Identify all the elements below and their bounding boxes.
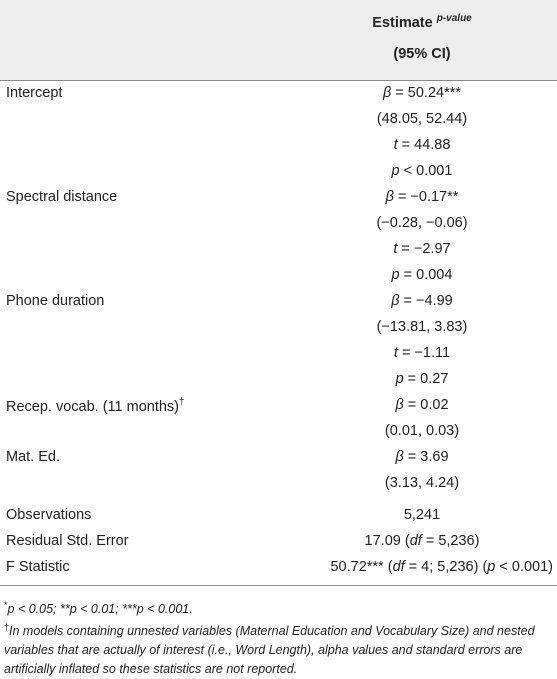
cell-value: p < 0.001 bbox=[391, 163, 453, 179]
row-label-f-statistic: F Statistic bbox=[6, 559, 70, 575]
cell-value: β = −0.17** bbox=[385, 189, 459, 205]
cell-value: β = 3.69 bbox=[395, 449, 449, 465]
cell-value: (−0.28, −0.06) bbox=[376, 215, 468, 231]
table-row: Spectral distance β = −0.17** bbox=[0, 185, 557, 211]
column-title: Estimate p-value bbox=[300, 13, 544, 31]
cell-value: (48.05, 52.44) bbox=[376, 111, 468, 127]
table-row: p = 0.27 bbox=[0, 367, 557, 393]
table-header bbox=[0, 0, 557, 80]
footer-rule bbox=[0, 585, 557, 586]
table-row: (0.01, 0.03) bbox=[0, 419, 557, 445]
column-title-text: Estimate bbox=[372, 15, 433, 31]
table-row: (3.13, 4.24) bbox=[0, 471, 557, 497]
table-row: F Statistic 50.72*** (df = 4; 5,236) (p … bbox=[0, 555, 557, 581]
header-rule bbox=[0, 80, 557, 81]
table-row: Residual Std. Error 17.09 (df = 5,236) bbox=[0, 529, 557, 555]
cell-value: t = 44.88 bbox=[393, 137, 451, 153]
row-label-recep-vocab: Recep. vocab. (11 months)† bbox=[6, 397, 185, 415]
table-row: Observations 5,241 bbox=[0, 503, 557, 529]
table-row: Recep. vocab. (11 months)† β = 0.02 bbox=[0, 393, 557, 419]
row-label-mat-ed: Mat. Ed. bbox=[6, 449, 60, 465]
table-row: Phone duration β = −4.99 bbox=[0, 289, 557, 315]
cell-value: 17.09 (df = 5,236) bbox=[364, 533, 480, 549]
cell-value: 50.72*** (df = 4; 5,236) (p < 0.001) bbox=[330, 559, 553, 575]
footnote-significance: *p < 0.05; **p < 0.01; ***p < 0.001. bbox=[4, 600, 193, 617]
cell-value: p = 0.27 bbox=[395, 371, 449, 387]
row-label-phone-duration: Phone duration bbox=[6, 293, 105, 309]
table-row: (−13.81, 3.83) bbox=[0, 315, 557, 341]
cell-value: 5,241 bbox=[403, 507, 441, 523]
cell-value: (−13.81, 3.83) bbox=[376, 319, 468, 335]
column-subtitle: (95% CI) bbox=[393, 46, 451, 62]
table-row: p < 0.001 bbox=[0, 159, 557, 185]
cell-value: (3.13, 4.24) bbox=[384, 475, 460, 491]
cell-value: β = 0.02 bbox=[395, 397, 449, 413]
cell-value: β = 50.24*** bbox=[382, 85, 462, 101]
table-row: (−0.28, −0.06) bbox=[0, 211, 557, 237]
table-row: t = −1.11 bbox=[0, 341, 557, 367]
table-row: p = 0.004 bbox=[0, 263, 557, 289]
cell-value: t = −2.97 bbox=[393, 241, 451, 257]
table-row: (48.05, 52.44) bbox=[0, 107, 557, 133]
table-row: Intercept β = 50.24*** bbox=[0, 81, 557, 107]
table-row: t = 44.88 bbox=[0, 133, 557, 159]
row-label-observations: Observations bbox=[6, 507, 92, 523]
cell-value: β = −4.99 bbox=[391, 293, 453, 309]
row-label-spectral-distance: Spectral distance bbox=[6, 189, 118, 205]
footnote-dagger: †In models containing unnested variables… bbox=[4, 622, 535, 677]
table-row: Mat. Ed. β = 3.69 bbox=[0, 445, 557, 471]
row-label-residual-std-error: Residual Std. Error bbox=[6, 533, 129, 549]
cell-value: p = 0.004 bbox=[391, 267, 453, 283]
cell-value: (0.01, 0.03) bbox=[384, 423, 460, 439]
table-row: t = −2.97 bbox=[0, 237, 557, 263]
row-label-intercept: Intercept bbox=[6, 85, 63, 101]
cell-value: t = −1.11 bbox=[393, 345, 451, 361]
column-title-superscript: p-value bbox=[436, 13, 472, 24]
